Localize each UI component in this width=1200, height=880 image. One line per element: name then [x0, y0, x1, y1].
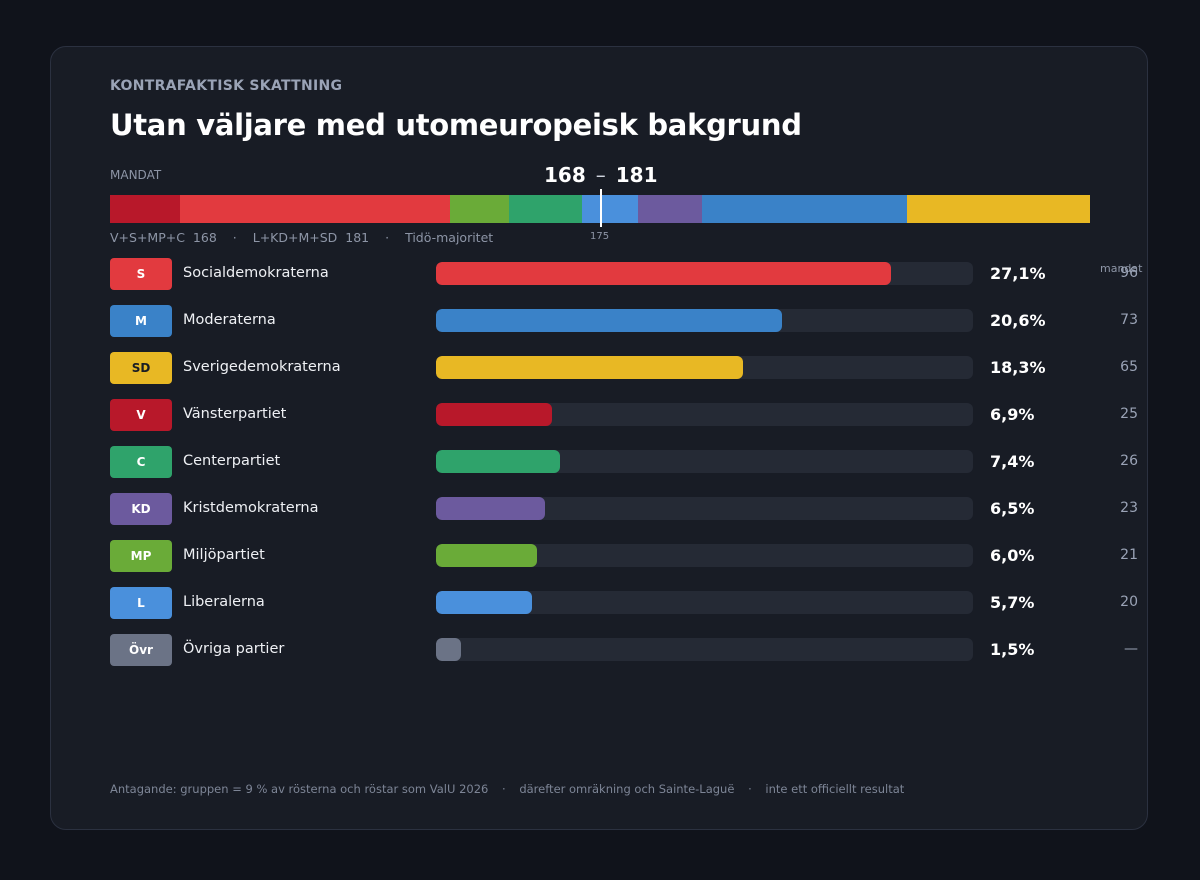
seat-segment-s: [180, 195, 450, 223]
party-badge: L: [110, 587, 172, 619]
chart-title: Utan väljare med utomeuropeisk bakgrund: [110, 108, 802, 142]
right-total: 181: [615, 163, 658, 187]
seat-segment-sd: [907, 195, 1090, 223]
coalition-left-name: V+S+MP+C: [110, 230, 185, 245]
seat-range: 168–181: [544, 163, 658, 187]
bar-track: [436, 309, 973, 332]
mandat-label: MANDAT: [110, 168, 162, 182]
party-badge: KD: [110, 493, 172, 525]
percent-label: 7,4%: [990, 452, 1035, 471]
seats-label: 96: [1120, 265, 1138, 281]
party-name: Socialdemokraterna: [183, 265, 329, 281]
party-badge: MP: [110, 540, 172, 572]
party-name: Kristdemokraterna: [183, 500, 319, 516]
eyebrow-label: KONTRAFAKTISK SKATTNING: [110, 78, 343, 94]
party-row: V Vänsterpartiet 6,9% 25: [0, 397, 1200, 433]
bar-fill: [436, 544, 537, 567]
seat-segment-m: [702, 195, 908, 223]
footnote-method: därefter omräkning och Sainte-Laguë: [519, 782, 735, 796]
chart-card: [50, 46, 1148, 830]
percent-label: 18,3%: [990, 358, 1046, 377]
seats-label: 26: [1120, 453, 1138, 469]
bar-fill: [436, 638, 462, 661]
percent-label: 1,5%: [990, 640, 1035, 659]
left-total: 168: [544, 163, 586, 187]
party-row: KD Kristdemokraterna 6,5% 23: [0, 491, 1200, 527]
party-name: Sverigedemokraterna: [183, 359, 341, 375]
seat-segment-mp: [449, 195, 509, 223]
majority-marker: [600, 189, 602, 227]
party-name: Moderaterna: [183, 312, 276, 328]
seat-segment-l: [581, 195, 638, 223]
percent-label: 20,6%: [990, 311, 1046, 330]
bar-fill: [436, 450, 561, 473]
seat-segment-v: [110, 195, 181, 223]
bar-track: [436, 638, 973, 661]
party-name: Övriga partier: [183, 641, 285, 657]
seat-distribution-bar: [110, 195, 1090, 223]
seat-segment-kd: [637, 195, 703, 223]
party-row: M Moderaterna 20,6% 73: [0, 303, 1200, 339]
party-badge: Övr: [110, 634, 172, 666]
footnote-disclaimer: inte ett officiellt resultat: [765, 782, 905, 796]
party-row: C Centerpartiet 7,4% 26: [0, 444, 1200, 480]
bar-fill: [436, 309, 782, 332]
percent-label: 6,5%: [990, 499, 1035, 518]
seats-label: 73: [1120, 312, 1138, 328]
percent-label: 6,9%: [990, 405, 1035, 424]
party-row: S Socialdemokraterna 27,1% 96: [0, 256, 1200, 292]
coalition-left-seats: 168: [192, 230, 217, 245]
seats-column-header: mandat: [1100, 262, 1143, 275]
percent-label: 27,1%: [990, 264, 1046, 283]
coalition-legend: V+S+MP+C 168 · L+KD+M+SD 181 · Tidö-majo…: [110, 230, 493, 245]
party-name: Vänsterpartiet: [183, 406, 287, 422]
majority-name: Tidö-majoritet: [405, 230, 494, 245]
party-name: Miljöpartiet: [183, 547, 265, 563]
bar-fill: [436, 356, 744, 379]
bar-fill: [436, 262, 891, 285]
bar-track: [436, 403, 973, 426]
party-row: Övr Övriga partier 1,5% —: [0, 632, 1200, 668]
party-row: L Liberalerna 5,7% 20: [0, 585, 1200, 621]
seats-label: —: [1124, 641, 1138, 657]
range-separator: –: [595, 163, 606, 187]
seats-label: 20: [1120, 594, 1138, 610]
party-name: Centerpartiet: [183, 453, 281, 469]
bar-track: [436, 497, 973, 520]
seat-segment-c: [508, 195, 582, 223]
bar-fill: [436, 497, 546, 520]
party-badge: V: [110, 399, 172, 431]
bar-track: [436, 450, 973, 473]
percent-label: 6,0%: [990, 546, 1035, 565]
coalition-right-name: L+KD+M+SD: [252, 230, 338, 245]
seats-label: 21: [1120, 547, 1138, 563]
bar-track: [436, 356, 973, 379]
party-name: Liberalerna: [183, 594, 265, 610]
footnote-separator: ·: [748, 782, 752, 796]
party-badge: S: [110, 258, 172, 290]
coalition-right-seats: 181: [345, 230, 370, 245]
legend-separator: ·: [385, 230, 390, 245]
percent-label: 5,7%: [990, 593, 1035, 612]
bar-track: [436, 262, 973, 285]
seats-label: 25: [1120, 406, 1138, 422]
bar-track: [436, 591, 973, 614]
legend-separator: ·: [232, 230, 237, 245]
seats-label: 23: [1120, 500, 1138, 516]
party-badge: M: [110, 305, 172, 337]
bar-fill: [436, 591, 532, 614]
party-badge: SD: [110, 352, 172, 384]
party-badge: C: [110, 446, 172, 478]
majority-label: 175: [590, 231, 610, 242]
party-row: MP Miljöpartiet 6,0% 21: [0, 538, 1200, 574]
footnote-assumption: Antagande: gruppen = 9 % av rösterna och…: [110, 782, 489, 796]
seats-label: 65: [1120, 359, 1138, 375]
bar-fill: [436, 403, 552, 426]
bar-track: [436, 544, 973, 567]
footnote-separator: ·: [502, 782, 506, 796]
footnote: Antagande: gruppen = 9 % av rösterna och…: [110, 782, 904, 796]
party-row: SD Sverigedemokraterna 18,3% 65: [0, 350, 1200, 386]
